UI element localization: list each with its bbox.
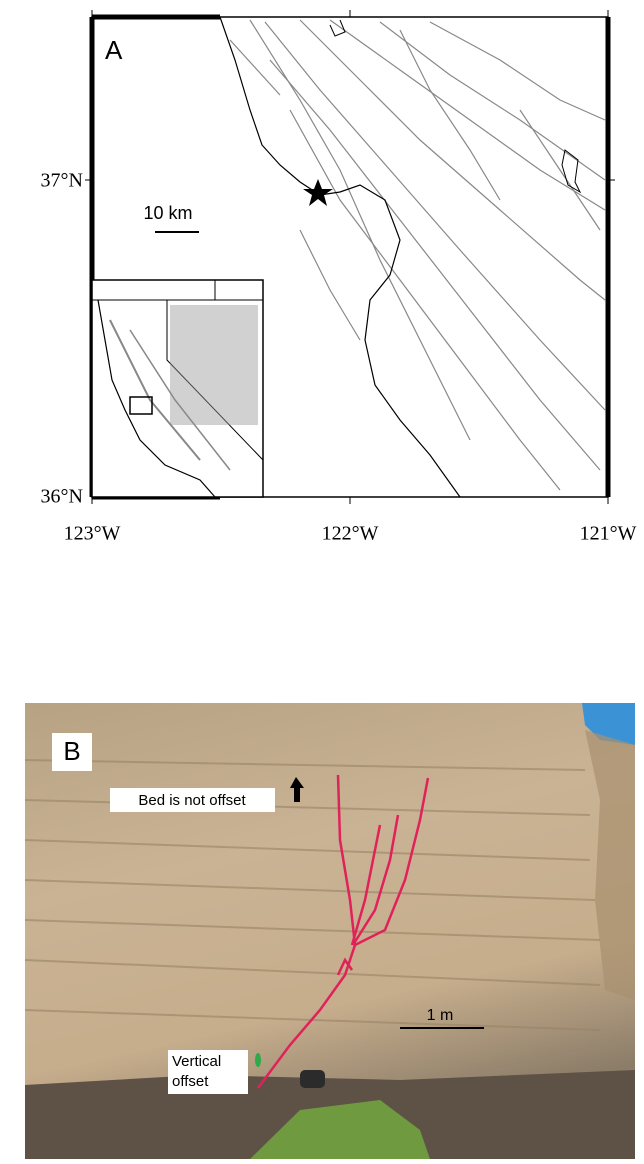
annotation: Bed is not offset: [138, 792, 246, 809]
lon-label: 121°W: [580, 523, 637, 545]
label-box: [168, 1050, 248, 1094]
cliff-side: [585, 730, 635, 1000]
annotation-wrap: Vertical offset: [172, 1053, 222, 1090]
backpack: [300, 1070, 325, 1088]
lon-label: 123°W: [64, 523, 121, 545]
arrow: [290, 777, 304, 802]
fault-traces: [256, 774, 430, 1089]
fault-lines: [229, 19, 606, 491]
bedding: [24, 759, 601, 1031]
inset-map: [91, 279, 264, 498]
reservoir: [561, 149, 582, 194]
map-panel: A 10 km 37°N 36°N 123°W 122°W 121°W: [41, 10, 637, 545]
ticks: [85, 10, 615, 504]
bay-shore: [329, 19, 346, 37]
lat-label: 36°N: [41, 486, 83, 508]
annotation: Vertical offset: [172, 1053, 222, 1090]
offset-marker: [255, 1053, 261, 1067]
lat-label: 37°N: [41, 170, 83, 192]
panel-label: A: [105, 35, 123, 65]
lon-label: 122°W: [322, 523, 379, 545]
photo-panel: B Bed is not offset Vertical offset 1 m: [24, 703, 635, 1159]
label-box: [110, 788, 275, 812]
label-box: [52, 733, 92, 771]
coastline: [219, 16, 461, 498]
panel-label: B: [63, 736, 80, 766]
scale-bar-label: 1 m: [427, 1007, 454, 1024]
epicenter-star: [303, 179, 333, 206]
algae: [250, 1100, 430, 1159]
scale-bar-label: 10 km: [143, 203, 192, 223]
